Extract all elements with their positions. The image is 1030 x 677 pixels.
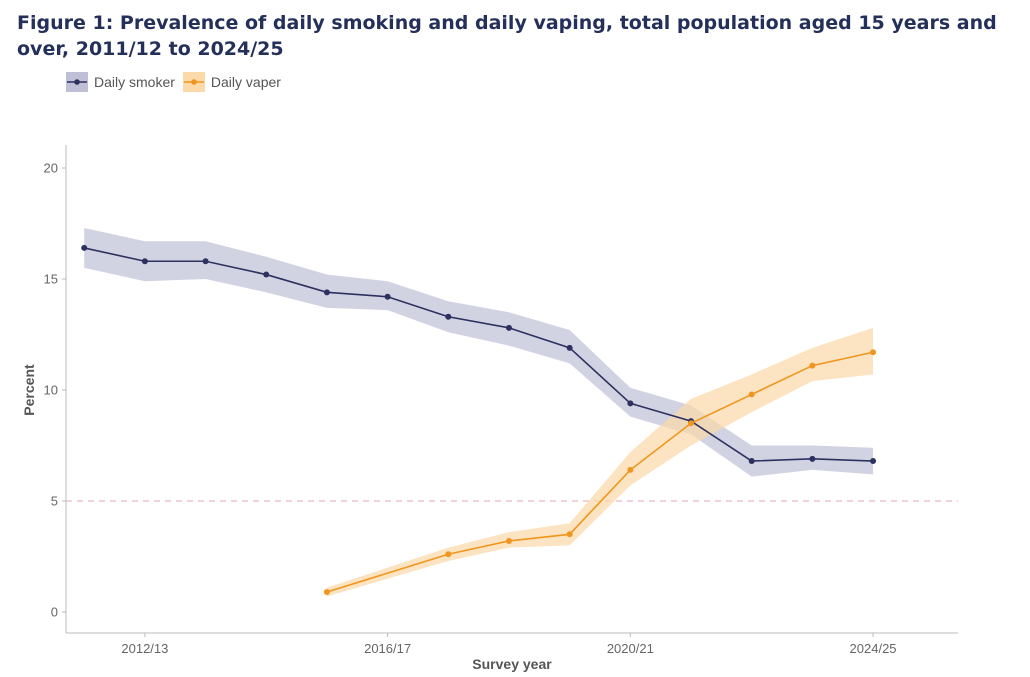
data-point-daily-smoker	[809, 455, 816, 462]
data-point-daily-smoker	[445, 313, 452, 320]
legend-label-daily-smoker: Daily smoker	[94, 74, 175, 90]
data-point-daily-smoker	[566, 344, 573, 351]
x-axis-title: Survey year	[472, 656, 552, 672]
data-point-daily-smoker	[748, 458, 755, 465]
y-tick-label: 20	[44, 161, 58, 176]
y-axis-title: Percent	[21, 364, 37, 416]
data-point-daily-smoker	[141, 258, 148, 265]
data-point-daily-vaper	[870, 349, 877, 356]
data-point-daily-vaper	[748, 391, 755, 398]
data-point-daily-vaper	[627, 466, 634, 473]
legend-item-daily-smoker: Daily smoker	[66, 72, 175, 92]
confidence-band-daily-smoker	[84, 227, 874, 477]
confidence-band-daily-vaper	[326, 327, 874, 597]
data-point-daily-smoker	[81, 244, 88, 251]
legend-key-daily-vaper	[182, 72, 205, 92]
legend: Daily smoker Daily vaper	[66, 72, 283, 92]
x-tick-label: 2024/25	[850, 641, 897, 656]
data-point-daily-vaper	[809, 362, 816, 369]
data-point-daily-vaper	[323, 589, 330, 596]
data-point-daily-smoker	[627, 400, 634, 407]
data-point-daily-vaper	[566, 531, 573, 538]
y-tick-label: 5	[51, 494, 58, 509]
legend-item-daily-vaper: Daily vaper	[182, 72, 281, 92]
data-point-daily-smoker	[202, 258, 209, 265]
data-point-daily-smoker	[323, 289, 330, 296]
legend-key-daily-smoker	[66, 72, 88, 92]
y-tick-label: 15	[44, 272, 58, 287]
data-point-daily-vaper	[445, 551, 452, 558]
data-point-daily-smoker	[263, 271, 270, 278]
y-tick-label: 10	[44, 383, 58, 398]
y-tick-label: 0	[51, 605, 58, 620]
x-tick-label: 2020/21	[607, 641, 654, 656]
x-tick-label: 2012/13	[121, 641, 168, 656]
data-point-daily-vaper	[505, 537, 512, 544]
data-point-daily-smoker	[384, 293, 391, 300]
chart-title: Figure 1: Prevalence of daily smoking an…	[17, 12, 997, 60]
x-tick-label: 2016/17	[364, 641, 411, 656]
data-point-daily-smoker	[870, 458, 877, 465]
series-line-daily-smoker	[84, 247, 874, 462]
data-point-daily-smoker	[505, 324, 512, 331]
data-point-daily-vaper	[688, 420, 695, 427]
legend-label-daily-vaper: Daily vaper	[210, 74, 281, 90]
